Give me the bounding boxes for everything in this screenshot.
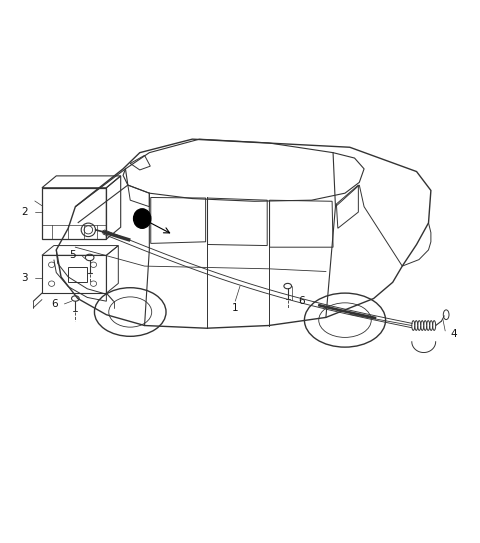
Circle shape: [133, 209, 151, 228]
Text: 6: 6: [51, 299, 58, 309]
Text: 6: 6: [298, 296, 304, 306]
Text: 5: 5: [70, 250, 76, 260]
Text: 4: 4: [451, 329, 457, 339]
Text: 1: 1: [232, 302, 239, 313]
Text: 2: 2: [21, 207, 28, 217]
Text: 3: 3: [21, 273, 28, 283]
